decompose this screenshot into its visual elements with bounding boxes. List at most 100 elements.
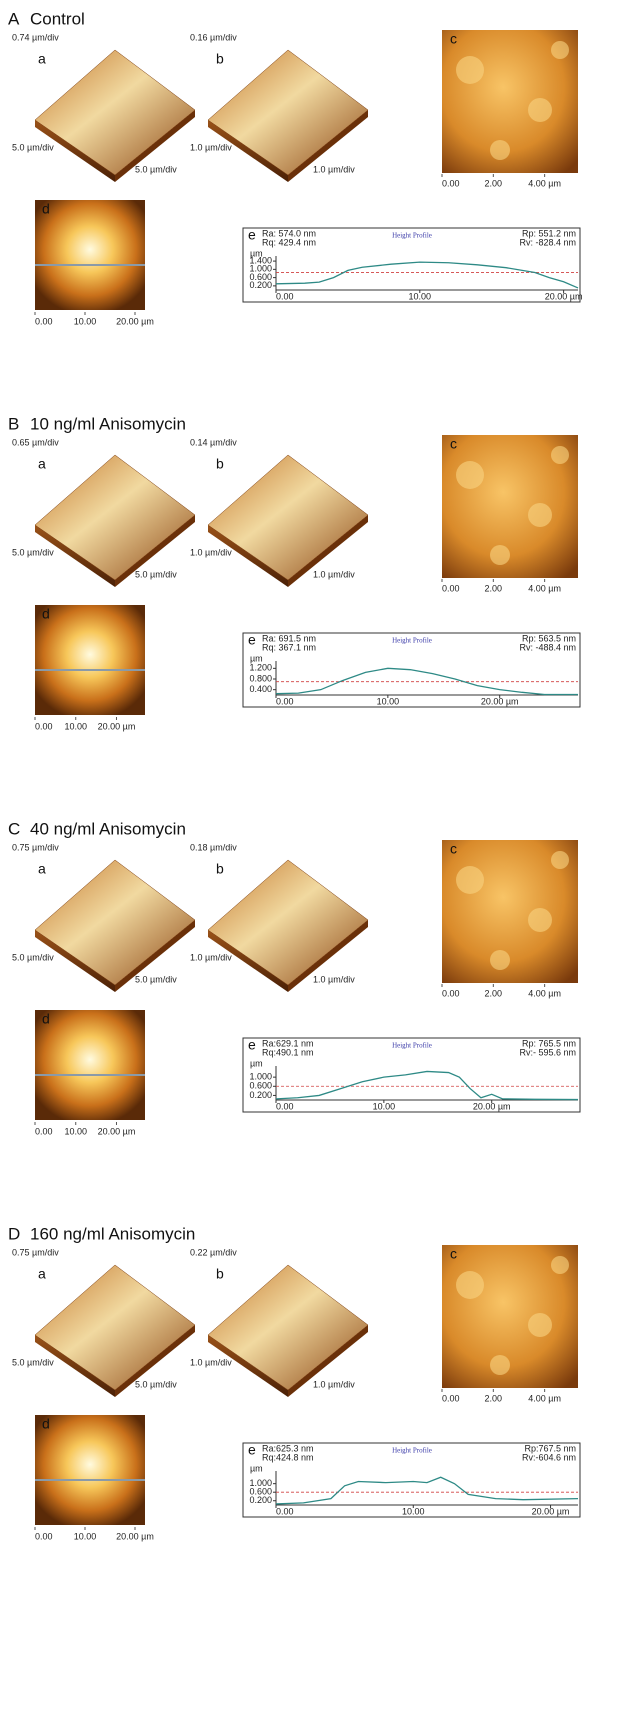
surface-3d	[35, 860, 195, 985]
z-scale: 0.75 µm/div	[12, 842, 59, 852]
x-tick-label: 4.00 µm	[528, 1393, 561, 1403]
x-tick-label: 0.00	[442, 988, 460, 998]
y-scale: 5.0 µm/div	[12, 547, 54, 557]
panel-letter: d	[42, 1011, 50, 1027]
afm-texture	[528, 98, 552, 122]
y-tick-label: 0.200	[249, 1495, 272, 1505]
panel-letter: a	[38, 1266, 46, 1282]
afm-texture	[490, 1355, 510, 1375]
roughness-stat: Rv:- 595.6 nm	[519, 1047, 576, 1057]
afm-image	[35, 1010, 145, 1120]
afm-texture	[551, 41, 569, 59]
x-tick-label: 2.00	[485, 583, 503, 593]
x-tick-label: 4.00 µm	[528, 178, 561, 188]
x-tick-label: 0.00	[35, 316, 53, 326]
x-tick-label: 10.00	[64, 1126, 87, 1136]
afm-image	[35, 605, 145, 715]
afm-texture	[528, 1313, 552, 1337]
x-tick-label: 20.00 µm	[473, 1101, 511, 1111]
afm-texture	[528, 908, 552, 932]
surface-3d	[208, 1265, 368, 1390]
x-tick-label: 2.00	[485, 178, 503, 188]
x-scale: 1.0 µm/div	[313, 164, 355, 174]
z-scale: 0.14 µm/div	[190, 437, 237, 447]
y-tick-label: 1.400	[249, 255, 272, 265]
afm-texture	[490, 140, 510, 160]
x-scale: 1.0 µm/div	[313, 569, 355, 579]
section-title: 40 ng/ml Anisomycin	[30, 819, 186, 838]
panel-letter: e	[248, 1442, 256, 1458]
y-scale: 5.0 µm/div	[12, 142, 54, 152]
x-tick-label: 10.00	[74, 316, 97, 326]
y-unit: µm	[250, 1058, 263, 1068]
z-scale: 0.74 µm/div	[12, 32, 59, 42]
x-scale: 5.0 µm/div	[135, 569, 177, 579]
x-tick-label: 0.00	[276, 1101, 294, 1111]
x-scale: 1.0 µm/div	[313, 974, 355, 984]
y-tick-label: 1.200	[249, 663, 272, 673]
panel-letter: b	[216, 1266, 224, 1282]
profile-title: Height Profile	[392, 637, 432, 645]
x-tick-label: 4.00 µm	[528, 583, 561, 593]
x-tick-label: 2.00	[485, 1393, 503, 1403]
afm-texture	[528, 503, 552, 527]
surface-3d	[35, 1265, 195, 1390]
x-tick-label: 20.00 µm	[481, 696, 519, 706]
y-tick-label: 1.000	[249, 1072, 272, 1082]
y-tick-label: 1.000	[249, 1478, 272, 1488]
x-tick-label: 0.00	[35, 1531, 53, 1541]
panel-letter: e	[248, 1037, 256, 1053]
section-letter: D	[8, 1224, 20, 1243]
roughness-stat: Rq: 367.1 nm	[262, 642, 316, 652]
afm-image	[35, 1415, 145, 1525]
y-scale: 1.0 µm/div	[190, 547, 232, 557]
x-tick-label: 10.00	[409, 291, 432, 301]
x-tick-label: 20.00 µm	[98, 1126, 136, 1136]
x-tick-label: 4.00 µm	[528, 988, 561, 998]
figure: AControl0.74 µm/diva5.0 µm/div5.0 µm/div…	[0, 0, 636, 1718]
z-scale: 0.16 µm/div	[190, 32, 237, 42]
y-tick-label: 0.200	[249, 1090, 272, 1100]
profile-title: Height Profile	[392, 1447, 432, 1455]
roughness-stat: Rv:-604.6 nm	[522, 1452, 576, 1462]
x-tick-label: 20.00 µm	[98, 721, 136, 731]
panel-letter: d	[42, 201, 50, 217]
x-scale: 5.0 µm/div	[135, 974, 177, 984]
x-tick-label: 10.00	[402, 1506, 425, 1516]
panel-letter: d	[42, 606, 50, 622]
afm-texture	[490, 545, 510, 565]
y-scale: 1.0 µm/div	[190, 1357, 232, 1367]
x-tick-label: 20.00 µm	[545, 291, 583, 301]
profile-title: Height Profile	[392, 1042, 432, 1050]
surface-3d	[35, 455, 195, 580]
section-letter: C	[8, 819, 20, 838]
roughness-stat: Rq: 429.4 nm	[262, 237, 316, 247]
z-scale: 0.18 µm/div	[190, 842, 237, 852]
section-title: 160 ng/ml Anisomycin	[30, 1224, 195, 1243]
panel-letter: b	[216, 861, 224, 877]
y-scale: 5.0 µm/div	[12, 952, 54, 962]
afm-image	[35, 200, 145, 310]
roughness-stat: Rq:490.1 nm	[262, 1047, 314, 1057]
afm-texture	[456, 56, 484, 84]
x-tick-label: 0.00	[35, 721, 53, 731]
panel-letter: b	[216, 51, 224, 67]
section-title: Control	[30, 9, 85, 28]
x-tick-label: 0.00	[442, 583, 460, 593]
x-tick-label: 0.00	[276, 696, 294, 706]
x-scale: 5.0 µm/div	[135, 164, 177, 174]
roughness-stat: Rv: -488.4 nm	[519, 642, 576, 652]
x-tick-label: 20.00 µm	[116, 316, 154, 326]
z-scale: 0.65 µm/div	[12, 437, 59, 447]
afm-texture	[456, 1271, 484, 1299]
z-scale: 0.75 µm/div	[12, 1247, 59, 1257]
surface-3d	[35, 50, 195, 175]
z-scale: 0.22 µm/div	[190, 1247, 237, 1257]
x-tick-label: 0.00	[276, 1506, 294, 1516]
section-title: 10 ng/ml Anisomycin	[30, 414, 186, 433]
panel-letter: a	[38, 456, 46, 472]
panel-letter: a	[38, 861, 46, 877]
profile-title: Height Profile	[392, 232, 432, 240]
afm-texture	[490, 950, 510, 970]
